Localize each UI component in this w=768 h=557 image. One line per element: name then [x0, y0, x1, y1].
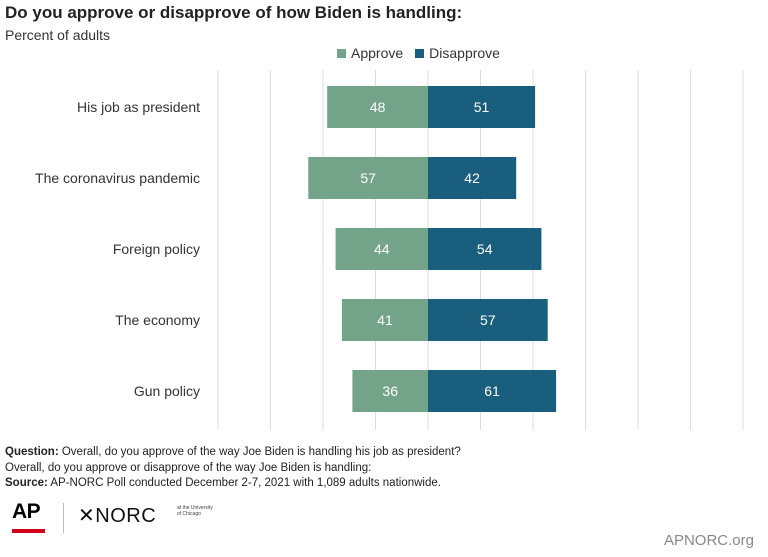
data-label-disapprove: 57	[480, 312, 496, 328]
ap-logo: AP	[12, 500, 41, 523]
question-note-line2: Overall, do you approve or disapprove of…	[5, 461, 372, 474]
data-label-approve: 36	[382, 383, 398, 399]
category-label: The coronavirus pandemic	[35, 170, 200, 186]
logo-divider	[63, 503, 64, 533]
bar-approve	[335, 228, 428, 270]
legend-item-disapprove: Disapprove	[415, 45, 500, 61]
bar-disapprove	[428, 157, 517, 199]
legend: Approve Disapprove	[337, 45, 512, 61]
bar-approve	[327, 86, 428, 128]
source-note: Source: AP-NORC Poll conducted December …	[5, 476, 461, 492]
bar-disapprove	[428, 86, 536, 128]
data-label-approve: 44	[374, 241, 390, 257]
category-label: Gun policy	[134, 383, 200, 399]
data-label-approve: 57	[360, 170, 376, 186]
site-url: APNORC.org	[663, 532, 754, 549]
data-label-disapprove: 61	[484, 383, 500, 399]
data-label-approve: 48	[370, 99, 386, 115]
footer-notes: Question: Overall, do you approve of the…	[5, 445, 461, 492]
data-label-disapprove: 51	[474, 99, 490, 115]
legend-swatch-approve	[337, 48, 346, 58]
bar-disapprove	[428, 228, 542, 270]
category-label: The economy	[115, 312, 200, 328]
bar-disapprove	[428, 299, 548, 341]
chart-subtitle: Percent of adults	[5, 27, 111, 43]
legend-label-disapprove: Disapprove	[429, 45, 500, 61]
category-label: His job as president	[77, 99, 200, 115]
bar-chart: His job as president 48 51 The coronavirus …	[35, 70, 744, 430]
source-label: Source:	[5, 477, 48, 489]
data-label-disapprove: 54	[477, 241, 493, 257]
data-label-approve: 41	[377, 312, 393, 328]
legend-swatch-disapprove	[415, 48, 425, 58]
legend-item-approve: Approve	[337, 45, 403, 61]
source-text: AP-NORC Poll conducted December 2-7, 202…	[47, 477, 441, 489]
question-note: Question: Overall, do you approve of the…	[5, 445, 461, 461]
question-text: Overall, do you approve of the way Joe B…	[58, 446, 461, 458]
data-label-disapprove: 42	[464, 170, 480, 186]
bar-approve	[341, 299, 428, 341]
ap-logo-underline	[12, 529, 45, 533]
legend-label-approve: Approve	[351, 45, 404, 61]
bar-disapprove	[428, 370, 557, 412]
chart-title: Do you approve or disapprove of how Bide…	[5, 3, 463, 22]
bar-approve	[352, 370, 428, 412]
bar-approve	[308, 157, 428, 199]
category-label: Foreign policy	[113, 241, 200, 257]
question-label: Question:	[5, 446, 59, 458]
norc-logo: ✕NORC	[78, 505, 157, 527]
norc-logo-subtext: at the University of Chicago	[177, 505, 213, 517]
